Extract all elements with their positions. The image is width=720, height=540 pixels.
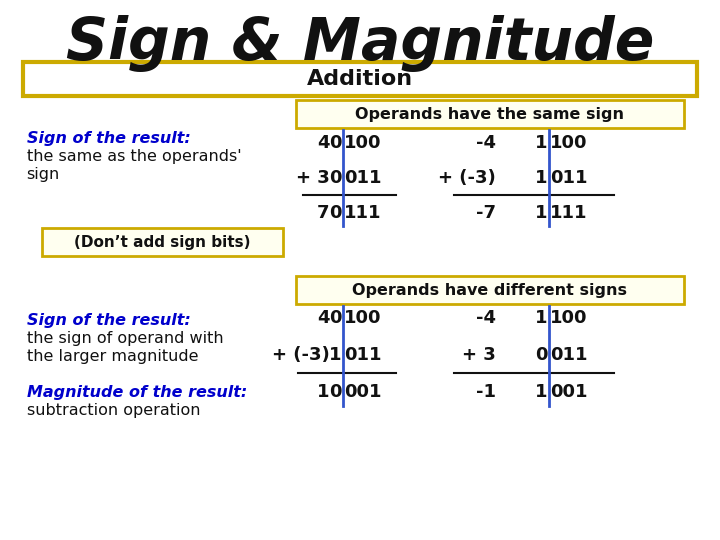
- Text: 0: 0: [329, 309, 342, 327]
- Text: Sign of the result:: Sign of the result:: [27, 131, 190, 145]
- FancyBboxPatch shape: [23, 62, 697, 96]
- Text: 4: 4: [317, 134, 329, 152]
- Text: Operands have different signs: Operands have different signs: [352, 282, 627, 298]
- Text: the sign of operand with: the sign of operand with: [27, 330, 223, 346]
- Text: -7: -7: [476, 204, 496, 222]
- Text: 001: 001: [549, 383, 587, 401]
- Text: 111: 111: [343, 204, 381, 222]
- Text: -4: -4: [476, 134, 496, 152]
- Text: 011: 011: [549, 169, 587, 187]
- Text: 0: 0: [329, 204, 342, 222]
- Text: (Don’t add sign bits): (Don’t add sign bits): [74, 234, 251, 249]
- Text: Operands have the same sign: Operands have the same sign: [355, 106, 624, 122]
- FancyBboxPatch shape: [42, 228, 284, 256]
- Text: + (-3): + (-3): [271, 346, 329, 364]
- Text: -4: -4: [476, 309, 496, 327]
- FancyBboxPatch shape: [296, 276, 684, 304]
- Text: Sign of the result:: Sign of the result:: [27, 313, 190, 327]
- Text: 0: 0: [329, 383, 342, 401]
- Text: 0: 0: [329, 169, 342, 187]
- Text: 1: 1: [535, 204, 548, 222]
- Text: 001: 001: [343, 383, 381, 401]
- Text: 100: 100: [549, 309, 587, 327]
- Text: 0: 0: [535, 346, 548, 364]
- Text: + 3: + 3: [462, 346, 496, 364]
- FancyBboxPatch shape: [296, 100, 684, 128]
- Text: 100: 100: [549, 134, 587, 152]
- Text: the larger magnitude: the larger magnitude: [27, 348, 198, 363]
- Text: sign: sign: [27, 166, 60, 181]
- Text: 1: 1: [317, 383, 329, 401]
- Text: 111: 111: [549, 204, 587, 222]
- Text: Addition: Addition: [307, 69, 413, 89]
- Text: 1: 1: [535, 169, 548, 187]
- Text: 4: 4: [317, 309, 329, 327]
- Text: Magnitude of the result:: Magnitude of the result:: [27, 384, 247, 400]
- Text: 7: 7: [317, 204, 329, 222]
- Text: 1: 1: [329, 346, 342, 364]
- Text: 1: 1: [535, 383, 548, 401]
- Text: + (-3): + (-3): [438, 169, 496, 187]
- Text: + 3: + 3: [296, 169, 329, 187]
- Text: the same as the operands': the same as the operands': [27, 150, 241, 165]
- Text: 011: 011: [343, 169, 381, 187]
- Text: 011: 011: [343, 346, 381, 364]
- Text: subtraction operation: subtraction operation: [27, 402, 200, 417]
- Text: 100: 100: [343, 309, 381, 327]
- Text: 0: 0: [329, 134, 342, 152]
- Text: 100: 100: [343, 134, 381, 152]
- Text: Sign & Magnitude: Sign & Magnitude: [66, 16, 654, 72]
- Text: 1: 1: [535, 309, 548, 327]
- Text: -1: -1: [476, 383, 496, 401]
- Text: 011: 011: [549, 346, 587, 364]
- Text: 1: 1: [535, 134, 548, 152]
